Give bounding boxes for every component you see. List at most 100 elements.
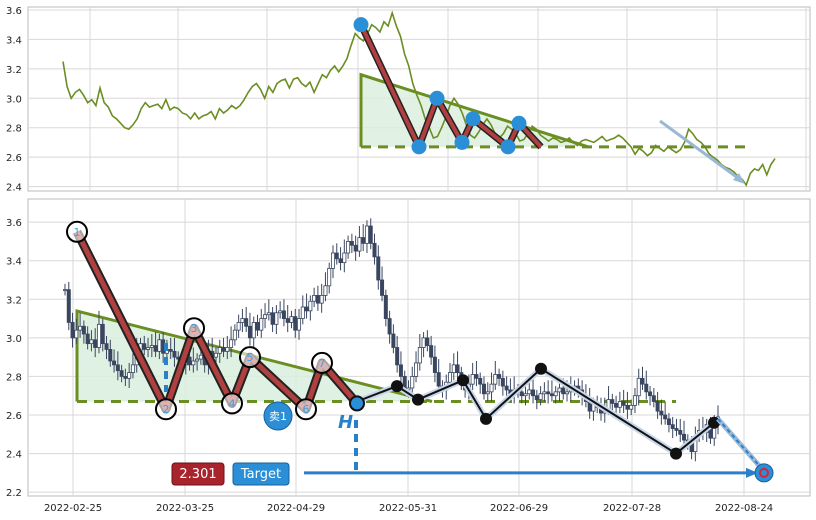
candle-body: [263, 314, 268, 319]
candle-body: [100, 323, 105, 345]
overview-pattern-dot: [353, 17, 369, 33]
pattern-point-label: 1: [74, 226, 81, 239]
overview-y-tick: 2.6: [6, 153, 22, 164]
candle-body: [89, 339, 94, 345]
detail-x-tick: 2022-04-29: [267, 503, 325, 514]
detail-path-dot: [535, 362, 547, 375]
candle-body: [617, 401, 622, 408]
candle-body: [123, 376, 128, 379]
candle-body: [187, 356, 192, 366]
target-point-core: [759, 467, 769, 478]
candle-body: [304, 306, 309, 312]
candle-body: [247, 325, 252, 339]
candle-body: [474, 374, 479, 379]
candle-body: [436, 372, 441, 387]
candle-body: [448, 372, 453, 383]
overview-pattern-dot: [454, 134, 470, 150]
candle-body: [357, 237, 362, 252]
candle-body: [229, 339, 234, 348]
candle-body: [429, 345, 434, 358]
detail-y-tick: 3.4: [6, 257, 22, 268]
sell-marker: [263, 401, 293, 431]
detail-y-tick: 3.6: [6, 218, 22, 229]
candle-body: [629, 404, 634, 410]
candle-body: [255, 322, 260, 331]
candle-body: [319, 295, 324, 304]
pattern-point-marker: [311, 351, 333, 374]
detail-y-tick: 3.2: [6, 295, 22, 306]
overview-y-tick: 2.4: [6, 183, 22, 194]
pattern-point-marker: [66, 220, 88, 243]
candle-body: [485, 391, 490, 395]
forecast-segment-halo: [716, 417, 764, 471]
candle-body: [119, 370, 124, 377]
target-badge-text: Target: [240, 467, 281, 482]
pattern-point-marker: [295, 398, 317, 421]
candle-body: [191, 360, 196, 366]
pattern-point-label: 2: [163, 403, 170, 416]
candle-body: [330, 252, 335, 269]
pattern-point-marker: [155, 398, 177, 421]
candle-body: [425, 337, 430, 346]
pattern-point-label: 5: [247, 351, 254, 364]
candle-body: [297, 318, 302, 331]
candle-body: [315, 295, 320, 304]
candle-body: [353, 244, 358, 252]
overview-pattern-dot: [411, 139, 427, 155]
target-badge: [232, 462, 290, 486]
candle-body: [168, 349, 173, 352]
candle-body: [504, 385, 509, 391]
detail-path-dot: [708, 416, 720, 429]
candle-body: [565, 391, 570, 395]
candle-body: [270, 312, 275, 325]
candle-body: [632, 395, 637, 406]
candle-body: [293, 316, 298, 331]
candle-body: [346, 241, 351, 254]
candle-body: [655, 401, 660, 412]
candle-body: [244, 318, 249, 327]
overview-pattern-dot: [465, 111, 481, 127]
candle-body: [391, 333, 396, 348]
candle-body: [674, 428, 679, 431]
overview-panel: 2.4 2.6 2.8 3.0 3.2 3.4 3.6: [6, 6, 811, 194]
candle-body: [538, 393, 543, 400]
price-badge-text: 2.301: [179, 467, 216, 482]
detail-triangle-edge: [75, 309, 433, 403]
candle-body: [130, 364, 135, 373]
candle-body: [78, 325, 83, 331]
detail-x-tick: 2022-08-24: [715, 503, 773, 514]
candle-body: [266, 312, 271, 316]
candle-body: [648, 391, 653, 397]
candle-body: [493, 374, 498, 385]
overview-y-tick: 2.8: [6, 124, 22, 135]
candle-body: [112, 360, 117, 366]
overview-y-tick: 3.4: [6, 35, 22, 46]
candle-body: [81, 325, 86, 335]
overview-pattern-dot: [429, 90, 445, 106]
candle-body: [549, 393, 554, 397]
candle-body: [621, 401, 626, 406]
candle-body: [198, 354, 203, 360]
candle-body: [614, 403, 619, 408]
candle-body: [281, 310, 286, 319]
candle-body: [361, 237, 366, 244]
detail-path-dot: [670, 447, 682, 460]
candle-body: [478, 377, 483, 385]
detail-path-dot: [480, 412, 492, 425]
candle-body: [342, 252, 347, 264]
target-point: [754, 463, 774, 483]
candle-body: [195, 358, 200, 362]
overview-price-line: [62, 10, 776, 187]
candle-body: [531, 389, 536, 397]
detail-path-dot: [391, 380, 403, 393]
pattern-point-label: 7: [319, 357, 326, 370]
candle-body: [500, 377, 505, 387]
pattern-point-marker: [221, 392, 243, 415]
target-arrowhead: [746, 467, 758, 478]
candle-body: [368, 225, 373, 244]
candle-body: [232, 329, 237, 341]
candle-body: [236, 322, 241, 331]
detail-y-tick: 2.8: [6, 372, 22, 383]
candle-body: [323, 285, 328, 296]
